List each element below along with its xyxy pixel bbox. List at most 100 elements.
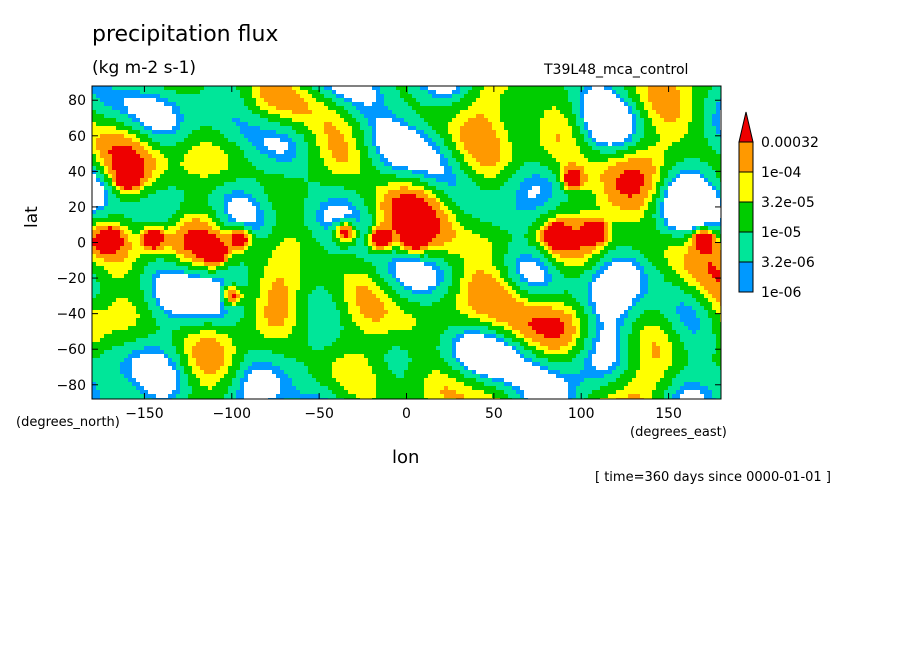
field-cell <box>404 214 408 218</box>
field-cell <box>284 226 288 230</box>
field-cell <box>244 90 248 94</box>
field-cell <box>340 122 344 126</box>
field-cell <box>508 226 512 230</box>
field-cell <box>660 130 664 134</box>
field-cell <box>444 154 448 158</box>
field-cell <box>484 102 488 106</box>
field-cell <box>424 218 428 222</box>
field-cell <box>424 114 428 118</box>
field-cell <box>208 214 212 218</box>
field-cell <box>236 170 240 174</box>
field-cell <box>572 154 576 158</box>
field-cell <box>288 86 292 90</box>
field-cell <box>328 190 332 194</box>
field-cell <box>488 90 492 94</box>
field-cell <box>236 150 240 154</box>
field-cell <box>104 222 108 226</box>
field-cell <box>260 86 264 90</box>
field-cell <box>656 142 660 146</box>
field-cell <box>100 206 104 210</box>
field-cell <box>320 118 324 122</box>
field-cell <box>124 202 128 206</box>
field-cell <box>200 178 204 182</box>
field-cell <box>124 206 128 210</box>
field-cell <box>636 118 640 122</box>
field-cell <box>480 170 484 174</box>
field-cell <box>656 198 660 202</box>
field-cell <box>688 154 692 158</box>
field-cell <box>512 118 516 122</box>
field-cell <box>468 150 472 154</box>
field-cell <box>216 138 220 142</box>
field-cell <box>580 170 584 174</box>
field-cell <box>148 158 152 162</box>
field-cell <box>160 86 164 90</box>
field-cell <box>100 214 104 218</box>
field-cell <box>464 146 468 150</box>
field-cell <box>516 178 520 182</box>
field-cell <box>352 162 356 166</box>
field-cell <box>488 158 492 162</box>
field-cell <box>120 134 124 138</box>
field-cell <box>284 186 288 190</box>
field-cell <box>96 118 100 122</box>
field-cell <box>196 158 200 162</box>
field-cell <box>356 122 360 126</box>
field-cell <box>560 186 564 190</box>
field-cell <box>476 150 480 154</box>
field-cell <box>244 102 248 106</box>
field-cell <box>268 198 272 202</box>
field-cell <box>472 146 476 150</box>
field-cell <box>132 190 136 194</box>
field-cell <box>684 170 688 174</box>
field-cell <box>548 206 552 210</box>
field-cell <box>432 114 436 118</box>
field-cell <box>184 146 188 150</box>
field-cell <box>392 94 396 98</box>
field-cell <box>212 202 216 206</box>
field-cell <box>160 210 164 214</box>
field-cell <box>288 170 292 174</box>
field-cell <box>348 222 352 226</box>
field-cell <box>664 102 668 106</box>
field-cell <box>184 170 188 174</box>
field-cell <box>440 198 444 202</box>
field-cell <box>376 190 380 194</box>
field-cell <box>196 166 200 170</box>
field-cell <box>512 150 516 154</box>
field-cell <box>412 114 416 118</box>
field-cell <box>516 86 520 90</box>
field-cell <box>340 154 344 158</box>
field-cell <box>572 90 576 94</box>
field-cell <box>352 114 356 118</box>
field-cell <box>168 98 172 102</box>
field-cell <box>452 162 456 166</box>
field-cell <box>492 170 496 174</box>
field-cell <box>416 106 420 110</box>
field-cell <box>588 222 592 226</box>
field-cell <box>272 102 276 106</box>
field-cell <box>208 130 212 134</box>
field-cell <box>408 86 412 90</box>
field-cell <box>696 90 700 94</box>
field-cell <box>548 222 552 226</box>
field-cell <box>340 174 344 178</box>
field-cell <box>580 202 584 206</box>
field-cell <box>544 134 548 138</box>
field-cell <box>708 174 712 178</box>
field-cell <box>532 90 536 94</box>
field-cell <box>468 202 472 206</box>
field-cell <box>552 198 556 202</box>
field-cell <box>100 94 104 98</box>
field-cell <box>308 198 312 202</box>
field-cell <box>176 86 180 90</box>
field-cell <box>416 170 420 174</box>
field-cell <box>548 154 552 158</box>
field-cell <box>480 190 484 194</box>
field-cell <box>264 130 268 134</box>
field-cell <box>236 142 240 146</box>
field-cell <box>256 210 260 214</box>
field-cell <box>332 198 336 202</box>
field-cell <box>452 142 456 146</box>
field-cell <box>272 126 276 130</box>
